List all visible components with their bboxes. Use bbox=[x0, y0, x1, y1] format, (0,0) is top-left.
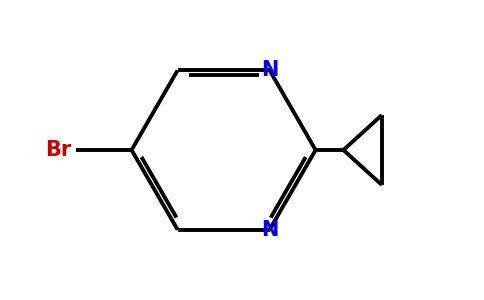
Text: Br: Br bbox=[45, 140, 72, 160]
Text: N: N bbox=[261, 220, 278, 240]
Text: N: N bbox=[261, 60, 278, 80]
